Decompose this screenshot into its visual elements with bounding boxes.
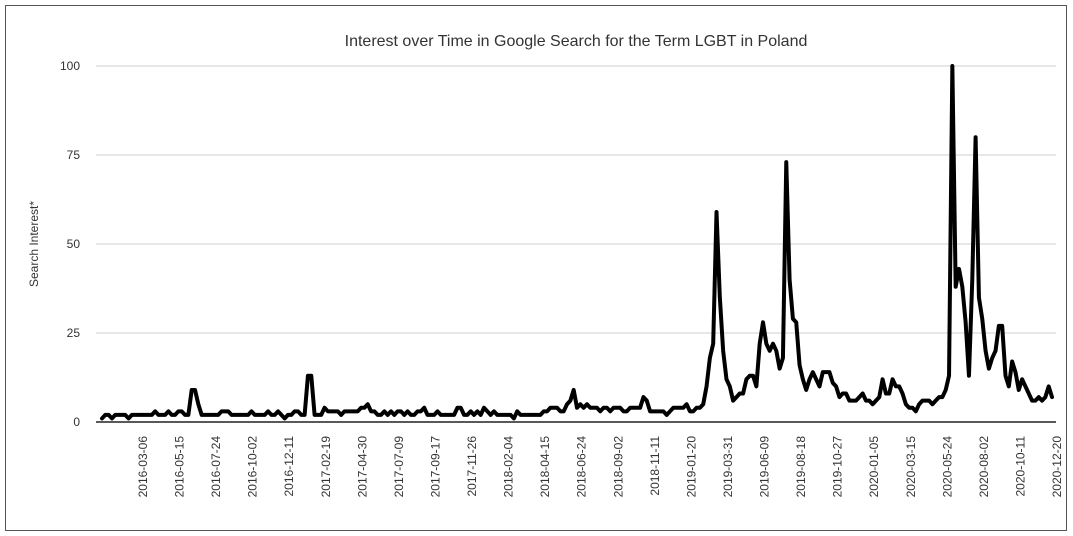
x-tick-label: 2019-10-27	[831, 436, 845, 498]
y-axis-label: Search Interest*	[27, 201, 41, 287]
x-tick-label: 2019-01-20	[684, 436, 698, 498]
x-tick-label: 2020-03-15	[904, 436, 918, 498]
x-tick-label: 2016-03-06	[136, 436, 150, 498]
y-tick-label: 100	[60, 59, 80, 73]
grid-layer	[96, 65, 1056, 334]
y-tick-label: 0	[73, 415, 80, 429]
x-tick-label: 2017-07-09	[392, 436, 406, 498]
x-tick-label: 2019-03-31	[721, 436, 735, 498]
x-tick-label: 2017-04-30	[355, 436, 369, 498]
x-tick-label: 2018-11-11	[648, 436, 662, 496]
x-tick-label: 2020-12-20	[1050, 436, 1064, 498]
y-tick-label: 75	[67, 148, 81, 162]
series-line	[100, 64, 1054, 421]
x-tick-label: 2020-10-11	[1013, 436, 1027, 497]
y-tick-labels: 0 25 50 75 100	[60, 59, 80, 429]
y-tick-label: 50	[67, 237, 81, 251]
x-tick-label: 2019-06-09	[758, 436, 772, 498]
x-tick-label: 2017-02-19	[319, 436, 333, 498]
x-tick-label: 2018-04-15	[538, 436, 552, 498]
x-tick-label: 2020-05-24	[940, 436, 954, 498]
x-tick-label: 2018-09-02	[611, 436, 625, 498]
x-tick-label: 2016-05-15	[173, 436, 187, 498]
chart-title: Interest over Time in Google Search for …	[345, 33, 808, 50]
x-tick-label: 2017-09-17	[429, 436, 443, 498]
x-tick-label: 2016-10-02	[246, 436, 260, 498]
x-tick-label: 2018-02-04	[502, 436, 516, 498]
x-tick-labels: 2016-03-06 2016-05-15 2016-07-24 2016-10-02…	[136, 436, 1064, 498]
x-tick-label: 2016-12-11	[282, 436, 296, 497]
x-tick-label: 2020-08-02	[977, 436, 991, 498]
chart-frame: Interest over Time in Google Search for …	[5, 5, 1067, 531]
x-tick-label: 2018-06-24	[575, 436, 589, 498]
y-tick-label: 25	[67, 326, 81, 340]
x-tick-label: 2017-11-26	[465, 436, 479, 497]
x-tick-label: 2016-07-24	[209, 436, 223, 498]
x-tick-label: 2019-08-18	[794, 436, 808, 498]
x-tick-label: 2020-01-05	[867, 436, 881, 498]
line-chart: Interest over Time in Google Search for …	[27, 33, 1064, 498]
